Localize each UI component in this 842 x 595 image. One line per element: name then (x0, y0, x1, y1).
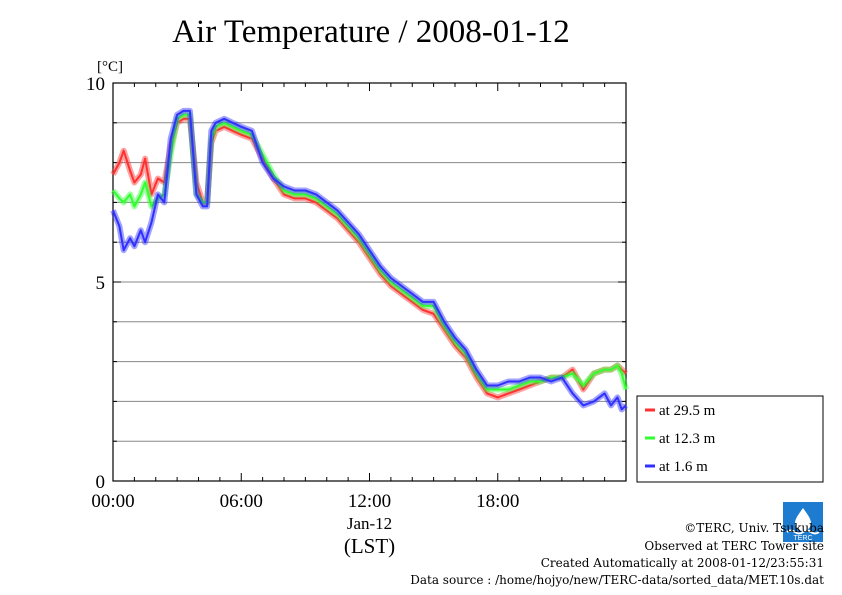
x-tick-label: 18:00 (476, 491, 519, 512)
x-tick-label: 00:00 (91, 491, 134, 512)
x-axis-label: (LST) (344, 534, 395, 558)
y-axis-label: [°C] (97, 59, 123, 75)
legend-label-2: at 1.6 m (659, 459, 708, 475)
footer-copyright: ©TERC, Univ. Tsukuba (684, 521, 824, 535)
series-line-1 (112, 113, 627, 391)
y-tick-label: 5 (96, 273, 106, 294)
x-date-label: Jan-12 (347, 514, 392, 533)
y-tick-label: 0 (96, 472, 106, 493)
logo-text: TERC (793, 535, 812, 542)
logo: TERC (783, 502, 823, 542)
x-tick-label: 06:00 (220, 491, 263, 512)
legend-label-0: at 29.5 m (659, 403, 716, 419)
legend-box (636, 395, 824, 483)
y-tick-label: 10 (86, 74, 105, 95)
footer-created: Created Automatically at 2008-01-12/23:5… (540, 556, 824, 570)
legend-label-1: at 12.3 m (659, 431, 716, 447)
footer-observed: Observed at TERC Tower site (644, 539, 824, 553)
chart-title: Air Temperature / 2008-01-12 (172, 14, 570, 50)
footer-source: Data source : /home/hojyo/new/TERC-data/… (410, 573, 824, 587)
x-tick-label: 12:00 (348, 491, 391, 512)
series-line-2 (112, 109, 627, 411)
